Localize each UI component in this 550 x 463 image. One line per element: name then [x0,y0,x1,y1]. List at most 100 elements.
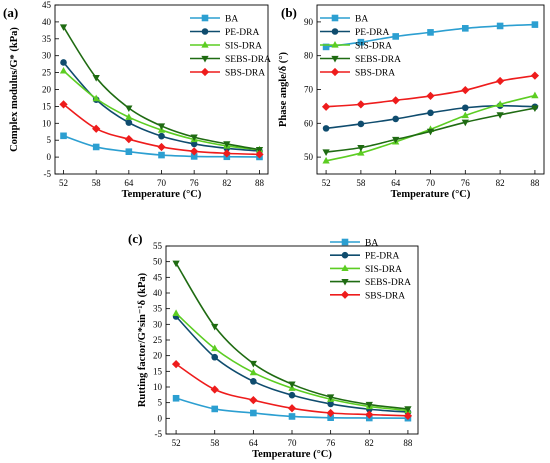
data-point [171,360,181,369]
x-tick-label: 58 [92,178,102,188]
y-tick-label: 5 [158,398,163,408]
panel-label: (c) [128,231,142,246]
data-point [92,143,100,151]
y-tick-label: 50 [153,257,163,267]
data-point [60,132,67,140]
y-tick-label: 15 [42,101,52,111]
data-point [250,409,257,417]
x-tick-label: 70 [426,178,436,188]
data-point [222,149,231,158]
legend-marker [201,41,209,48]
data-point [356,100,366,109]
data-point [158,132,165,140]
data-point [496,22,504,30]
x-tick-label: 76 [461,178,471,188]
data-point [403,411,413,420]
x-tick-label: 58 [210,438,220,448]
legend-label: SIS-DRA [355,42,392,52]
legend-label: BA [225,15,238,25]
x-tick-label: 64 [249,438,259,448]
legend-entry: SBS-DRA [330,290,405,301]
data-point [288,413,296,420]
legend-marker [331,14,339,22]
data-point [531,105,539,113]
data-point [426,91,435,101]
x-tick-label: 76 [326,438,336,448]
y-tick-label: 15 [153,366,163,376]
legend-marker [200,67,210,77]
data-point [157,142,166,152]
legend-marker [201,14,209,22]
y-tick-label: 10 [153,382,163,392]
series-sbs-dra [59,100,264,159]
data-point [211,405,219,413]
chart-panel: 50 60 70 80 90 52 58 64 70 76 82 88 Temperature (°C)… [278,4,545,200]
legend-marker [331,41,339,48]
data-point [249,368,257,376]
data-point [211,323,219,331]
y-tick-label: 30 [153,319,163,329]
data-point [172,394,180,402]
data-point [190,134,198,142]
legend-entry: PE-DRA [320,28,389,38]
legend-entry: BA [320,15,368,25]
series-sbs-dra [171,360,413,420]
y-tick-label: 40 [153,288,163,298]
legend-entry: BA [330,239,378,249]
legend-label: BA [365,239,378,249]
data-point [392,33,399,40]
legend-entry: PE-DRA [190,28,259,38]
data-point [92,124,101,133]
chart-panel: -5 0 5 10 15 20 25 30 35 40 45 50 55 52 58 64 70 76 82 88 Te… [128,231,419,460]
legend-label: SBS-DRA [225,69,265,79]
x-axis-title: Temperature (°C) [122,189,202,200]
legend-marker [330,67,340,77]
y-tick-label: 60 [304,118,314,128]
series-sbs-dra [321,71,540,111]
data-point [321,102,331,111]
series-line [325,104,535,130]
data-point [327,414,334,422]
data-point [392,136,400,144]
x-tick-label: 88 [403,438,413,448]
x-tick-label: 52 [322,178,331,188]
panel-label: (b) [281,5,297,20]
legend-marker [341,278,349,286]
data-point [391,96,400,105]
data-point [322,156,330,164]
legend-entry: SIS-DRA [330,264,402,275]
y-tick-label: 80 [304,51,314,61]
data-point [125,119,133,126]
data-point [59,24,68,31]
legend-label: SBS-DRA [355,69,395,79]
data-point [190,153,198,160]
y-tick-label: 0 [158,413,163,423]
data-point [92,94,100,102]
data-point [125,113,133,120]
data-point [249,360,257,368]
data-point [495,76,505,86]
y-tick-label: 90 [304,17,314,27]
data-point [357,144,365,152]
data-point [404,406,412,413]
legend-label: SBS-DRA [365,291,405,301]
x-tick-label: 52 [172,438,181,448]
data-point [250,378,257,385]
data-point [211,353,219,361]
x-tick-label: 76 [190,178,200,188]
data-point [365,401,373,409]
y-tick-label: 20 [153,351,163,361]
data-point [462,25,469,32]
y-tick-label: 25 [153,335,163,345]
data-point [427,29,434,36]
data-point [496,100,504,108]
y-axis-title: Phase angle/δ (°) [278,52,289,127]
data-point [365,410,374,419]
x-tick-label: 70 [157,178,167,188]
data-point [426,128,435,136]
data-point [190,140,198,148]
y-tick-label: 45 [153,272,163,282]
data-point [427,109,434,117]
data-point [357,120,365,128]
legend-label: PE-DRA [355,28,389,38]
